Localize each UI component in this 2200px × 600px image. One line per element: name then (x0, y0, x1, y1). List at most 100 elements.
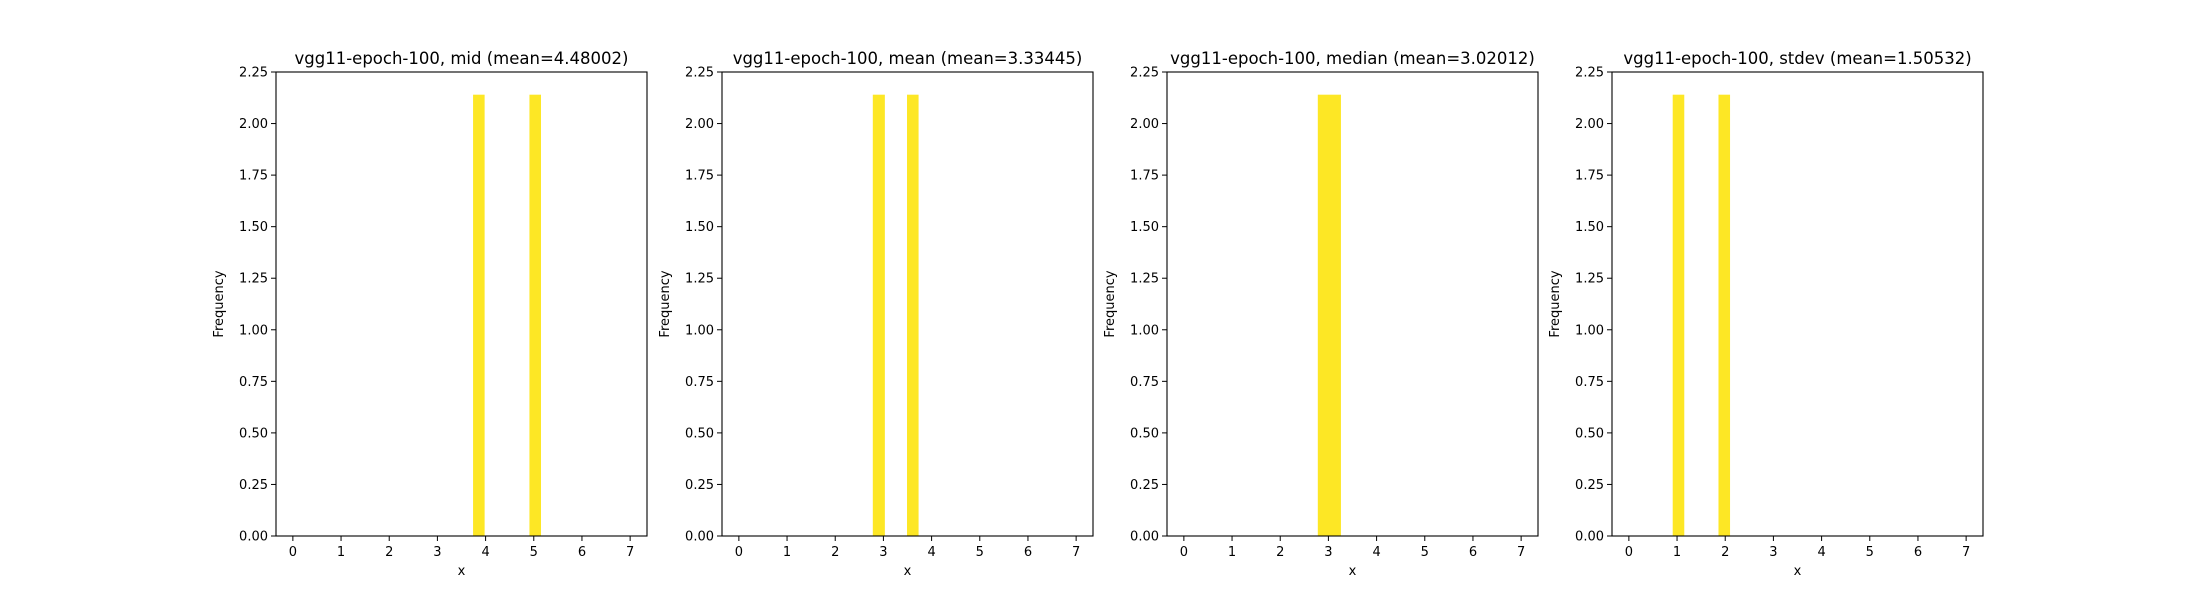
x-tick-label: 6 (578, 545, 586, 560)
x-tick-label: 1 (783, 545, 791, 560)
y-tick-label: 1.50 (1130, 220, 1159, 235)
x-tick-label: 5 (976, 545, 984, 560)
y-tick-label: 0.00 (1130, 530, 1159, 545)
x-tick-label: 0 (1180, 545, 1188, 560)
chart-title: vgg11-epoch-100, mean (mean=3.33445) (733, 49, 1083, 68)
histogram-bar (473, 94, 485, 536)
y-axis-label: Frequency (1103, 270, 1118, 337)
x-tick-label: 0 (735, 545, 743, 560)
x-axis-label: x (1349, 564, 1357, 579)
chart-panel-1: 0 1 2 3 4 5 6 7 0.00 0.25 0.50 0.75 1.00 1.25 1.50 1.75… (212, 49, 648, 579)
y-tick-label: 1.00 (1130, 323, 1159, 338)
x-tick-label: 3 (433, 545, 441, 560)
x-tick-label: 2 (831, 545, 839, 560)
y-axis-label: Frequency (658, 270, 673, 337)
y-tick-label: 2.00 (1575, 117, 1604, 132)
chart-title: vgg11-epoch-100, mid (mean=4.48002) (295, 49, 629, 68)
x-tick-label: 0 (289, 545, 297, 560)
y-tick-label: 0.00 (1575, 530, 1604, 545)
y-axis-label: Frequency (212, 270, 227, 337)
x-tick-label: 7 (1072, 545, 1080, 560)
histogram-bar (529, 94, 541, 536)
y-tick-label: 1.25 (1130, 272, 1159, 287)
x-tick-label: 6 (1914, 545, 1922, 560)
histogram-bar (907, 94, 919, 536)
chart-title: vgg11-epoch-100, median (mean=3.02012) (1170, 49, 1535, 68)
y-tick-label: 0.50 (1575, 426, 1604, 441)
x-tick-label: 4 (481, 545, 489, 560)
y-tick-label: 0.00 (685, 530, 714, 545)
x-tick-label: 6 (1469, 545, 1477, 560)
y-tick-label: 1.50 (1575, 220, 1604, 235)
x-tick-label: 3 (1324, 545, 1332, 560)
x-tick-label: 1 (337, 545, 345, 560)
y-tick-label: 0.50 (239, 426, 268, 441)
y-tick-label: 1.25 (1575, 272, 1604, 287)
y-tick-label: 2.00 (1130, 117, 1159, 132)
histogram-bar (872, 94, 885, 536)
y-tick-label: 0.25 (685, 478, 714, 493)
y-tick-label: 1.75 (1130, 169, 1159, 184)
y-tick-label: 0.75 (1130, 375, 1159, 390)
y-tick-label: 1.50 (239, 220, 268, 235)
y-tick-label: 1.50 (685, 220, 714, 235)
x-axis-label: x (904, 564, 912, 579)
x-tick-label: 2 (1721, 545, 1729, 560)
y-tick-label: 1.75 (1575, 169, 1604, 184)
x-tick-label: 2 (1276, 545, 1284, 560)
y-tick-label: 2.00 (239, 117, 268, 132)
x-tick-label: 7 (1517, 545, 1525, 560)
y-tick-label: 1.00 (239, 323, 268, 338)
y-tick-label: 0.25 (1130, 478, 1159, 493)
x-tick-label: 3 (879, 545, 887, 560)
y-tick-label: 1.00 (685, 323, 714, 338)
x-tick-label: 4 (927, 545, 935, 560)
axes-frame (1166, 71, 1539, 537)
x-tick-label: 3 (1769, 545, 1777, 560)
x-tick-label: 7 (1962, 545, 1970, 560)
y-tick-label: 0.75 (685, 375, 714, 390)
y-tick-label: 1.75 (239, 169, 268, 184)
y-tick-label: 2.25 (1130, 66, 1159, 81)
chart-panel-4: 0 1 2 3 4 5 6 7 0.00 0.25 0.50 0.75 1.00 1.25 1.50 1.75… (1548, 49, 1984, 579)
histogram-bar (1672, 94, 1685, 536)
axes-frame (721, 71, 1094, 537)
y-tick-label: 0.75 (1575, 375, 1604, 390)
x-tick-label: 4 (1372, 545, 1380, 560)
y-tick-label: 2.25 (685, 66, 714, 81)
x-tick-label: 5 (1421, 545, 1429, 560)
x-tick-label: 6 (1024, 545, 1032, 560)
histogram-bar (1718, 94, 1731, 536)
x-tick-label: 5 (1866, 545, 1874, 560)
y-axis-label: Frequency (1548, 270, 1563, 337)
histogram-bar (1317, 94, 1341, 536)
y-tick-label: 1.25 (685, 272, 714, 287)
y-tick-label: 0.50 (1130, 426, 1159, 441)
y-tick-label: 2.25 (239, 66, 268, 81)
y-tick-label: 1.00 (1575, 323, 1604, 338)
y-tick-label: 1.75 (685, 169, 714, 184)
axes-frame (1611, 71, 1984, 537)
y-tick-label: 0.25 (239, 478, 268, 493)
x-axis-label: x (1794, 564, 1802, 579)
axes-frame (275, 71, 648, 537)
y-tick-label: 0.25 (1575, 478, 1604, 493)
x-tick-label: 4 (1817, 545, 1825, 560)
y-tick-label: 2.00 (685, 117, 714, 132)
chart-panel-2: 0 1 2 3 4 5 6 7 0.00 0.25 0.50 0.75 1.00 1.25 1.50 1.75… (658, 49, 1094, 579)
x-tick-label: 0 (1625, 545, 1633, 560)
chart-title: vgg11-epoch-100, stdev (mean=1.50532) (1623, 49, 1971, 68)
x-tick-label: 1 (1228, 545, 1236, 560)
x-tick-label: 5 (530, 545, 538, 560)
y-tick-label: 2.25 (1575, 66, 1604, 81)
y-tick-label: 0.75 (239, 375, 268, 390)
x-tick-label: 2 (385, 545, 393, 560)
chart-panel-3: 0 1 2 3 4 5 6 7 0.00 0.25 0.50 0.75 1.00 1.25 1.50 1.75… (1103, 49, 1539, 579)
y-tick-label: 0.00 (239, 530, 268, 545)
y-tick-label: 1.25 (239, 272, 268, 287)
y-tick-label: 0.50 (685, 426, 714, 441)
x-tick-label: 7 (626, 545, 634, 560)
x-axis-label: x (458, 564, 466, 579)
x-tick-label: 1 (1673, 545, 1681, 560)
